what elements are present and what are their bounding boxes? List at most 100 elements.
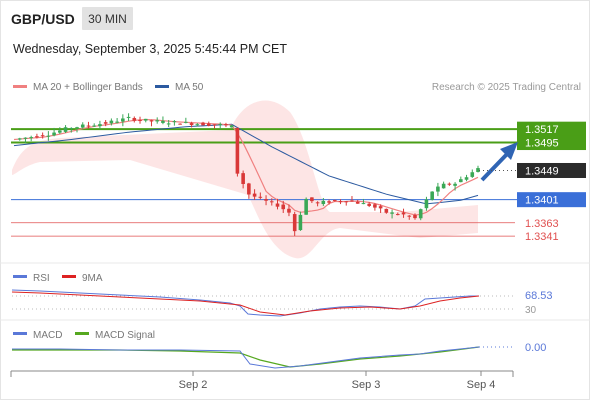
candle-body (69, 127, 74, 129)
candle-body (310, 197, 314, 202)
candle-body (126, 116, 131, 118)
candle-body (149, 120, 154, 122)
candle-body (338, 201, 343, 203)
candle-body (109, 120, 114, 124)
candle-body (40, 135, 45, 137)
candle-body (201, 122, 205, 126)
forecast-arrow-head (500, 142, 518, 160)
candle-body (275, 203, 280, 207)
candle-body (52, 132, 56, 136)
macd-legend-swatch (13, 332, 27, 335)
candle-body (115, 121, 119, 123)
candle-body (155, 120, 160, 122)
datetime-label: Wednesday, September 3, 2025 5:45:44 PM … (13, 42, 287, 56)
candle-body (29, 137, 33, 139)
candle-body (304, 198, 308, 215)
candle-body (195, 124, 200, 126)
candle-body (138, 120, 142, 122)
rsi-value-label: 68.53 (525, 290, 553, 302)
candle-body (103, 122, 108, 124)
rsi-legend-swatch (13, 275, 27, 278)
candle-body (17, 138, 22, 140)
level-label-1.3517: 1.3517 (525, 124, 559, 136)
candle-body (332, 200, 337, 202)
candle-body (396, 214, 400, 216)
copyright-label: Research © 2025 Trading Central (432, 82, 581, 93)
candle-body (361, 203, 366, 205)
candle-body (80, 124, 85, 128)
forecast-arrow-shaft (480, 150, 511, 182)
candle-body (367, 203, 371, 206)
candle-body (269, 201, 274, 203)
candle-body (413, 214, 417, 219)
level-tag-1.3495 (517, 135, 586, 151)
candle-body (184, 121, 188, 123)
candle-body (75, 127, 79, 129)
candle-body (418, 209, 423, 219)
ma20-legend-label: MA 20 + Bollinger Bands (33, 82, 143, 93)
candle-body (224, 124, 228, 126)
bollinger-band-fill (12, 100, 478, 259)
macd-signal-legend-label: MACD Signal (95, 330, 155, 341)
candle-body (206, 123, 211, 126)
candle-body (252, 193, 257, 197)
level-tag-1.3401 (517, 192, 586, 208)
candle-body (86, 125, 91, 127)
rsi-ma-line (11, 291, 480, 316)
candle-body (241, 173, 245, 185)
candle-body (92, 125, 96, 127)
candle-body (218, 124, 223, 126)
candle-body (464, 177, 469, 180)
ma50-legend-swatch (155, 85, 169, 88)
candle-body (143, 118, 148, 121)
candle-body (378, 206, 383, 209)
candle-body (132, 118, 137, 121)
candle-body (401, 212, 406, 215)
level-tag-1.3517 (517, 121, 586, 137)
candle-body (424, 199, 429, 209)
candle-body (315, 202, 320, 204)
candle-body (355, 201, 360, 204)
symbol-title: GBP/USD (11, 11, 75, 27)
candle-body (447, 183, 452, 185)
candle-body (264, 199, 268, 201)
rsi-reference-label: 30 (525, 305, 537, 316)
candle-body (58, 130, 62, 133)
candle-body (178, 123, 182, 125)
candle-body (327, 201, 331, 203)
x-tick-label-sep4: Sep 4 (467, 379, 496, 391)
candle-body (98, 124, 102, 127)
candles-layer (17, 113, 480, 236)
candle-body (321, 200, 326, 205)
candle-body (46, 135, 51, 137)
candle-body (287, 208, 291, 213)
candle-body (235, 127, 240, 174)
candle-body (121, 118, 125, 122)
ma50-legend-label: MA 50 (175, 82, 204, 93)
rsi-ma-legend-label: 9MA (82, 273, 103, 284)
ma20-legend-swatch (13, 85, 27, 88)
candle-body (373, 204, 377, 208)
candle-body (407, 215, 412, 217)
candle-body (384, 208, 389, 213)
macd-signal-legend-swatch (75, 332, 89, 335)
candle-body (166, 123, 171, 125)
ma20-line (13, 118, 479, 216)
level-label-1.3401: 1.3401 (525, 195, 559, 207)
current-price-value: 1.3449 (525, 165, 559, 177)
candle-body (35, 136, 39, 138)
timeframe-label: 30 MIN (88, 12, 127, 26)
candle-body (281, 204, 286, 210)
timeframe-badge[interactable] (82, 7, 133, 30)
candle-body (344, 201, 349, 203)
candle-body (229, 125, 234, 128)
macd-legend-label: MACD (33, 330, 62, 341)
candle-body (247, 183, 251, 195)
candle-body (453, 183, 457, 186)
x-tick-label-sep3: Sep 3 (352, 379, 381, 391)
candle-body (470, 172, 475, 177)
current-price-tag: 1.3449 (517, 162, 586, 178)
macd-line (12, 346, 480, 369)
x-tick-label-sep2: Sep 2 (179, 379, 208, 391)
